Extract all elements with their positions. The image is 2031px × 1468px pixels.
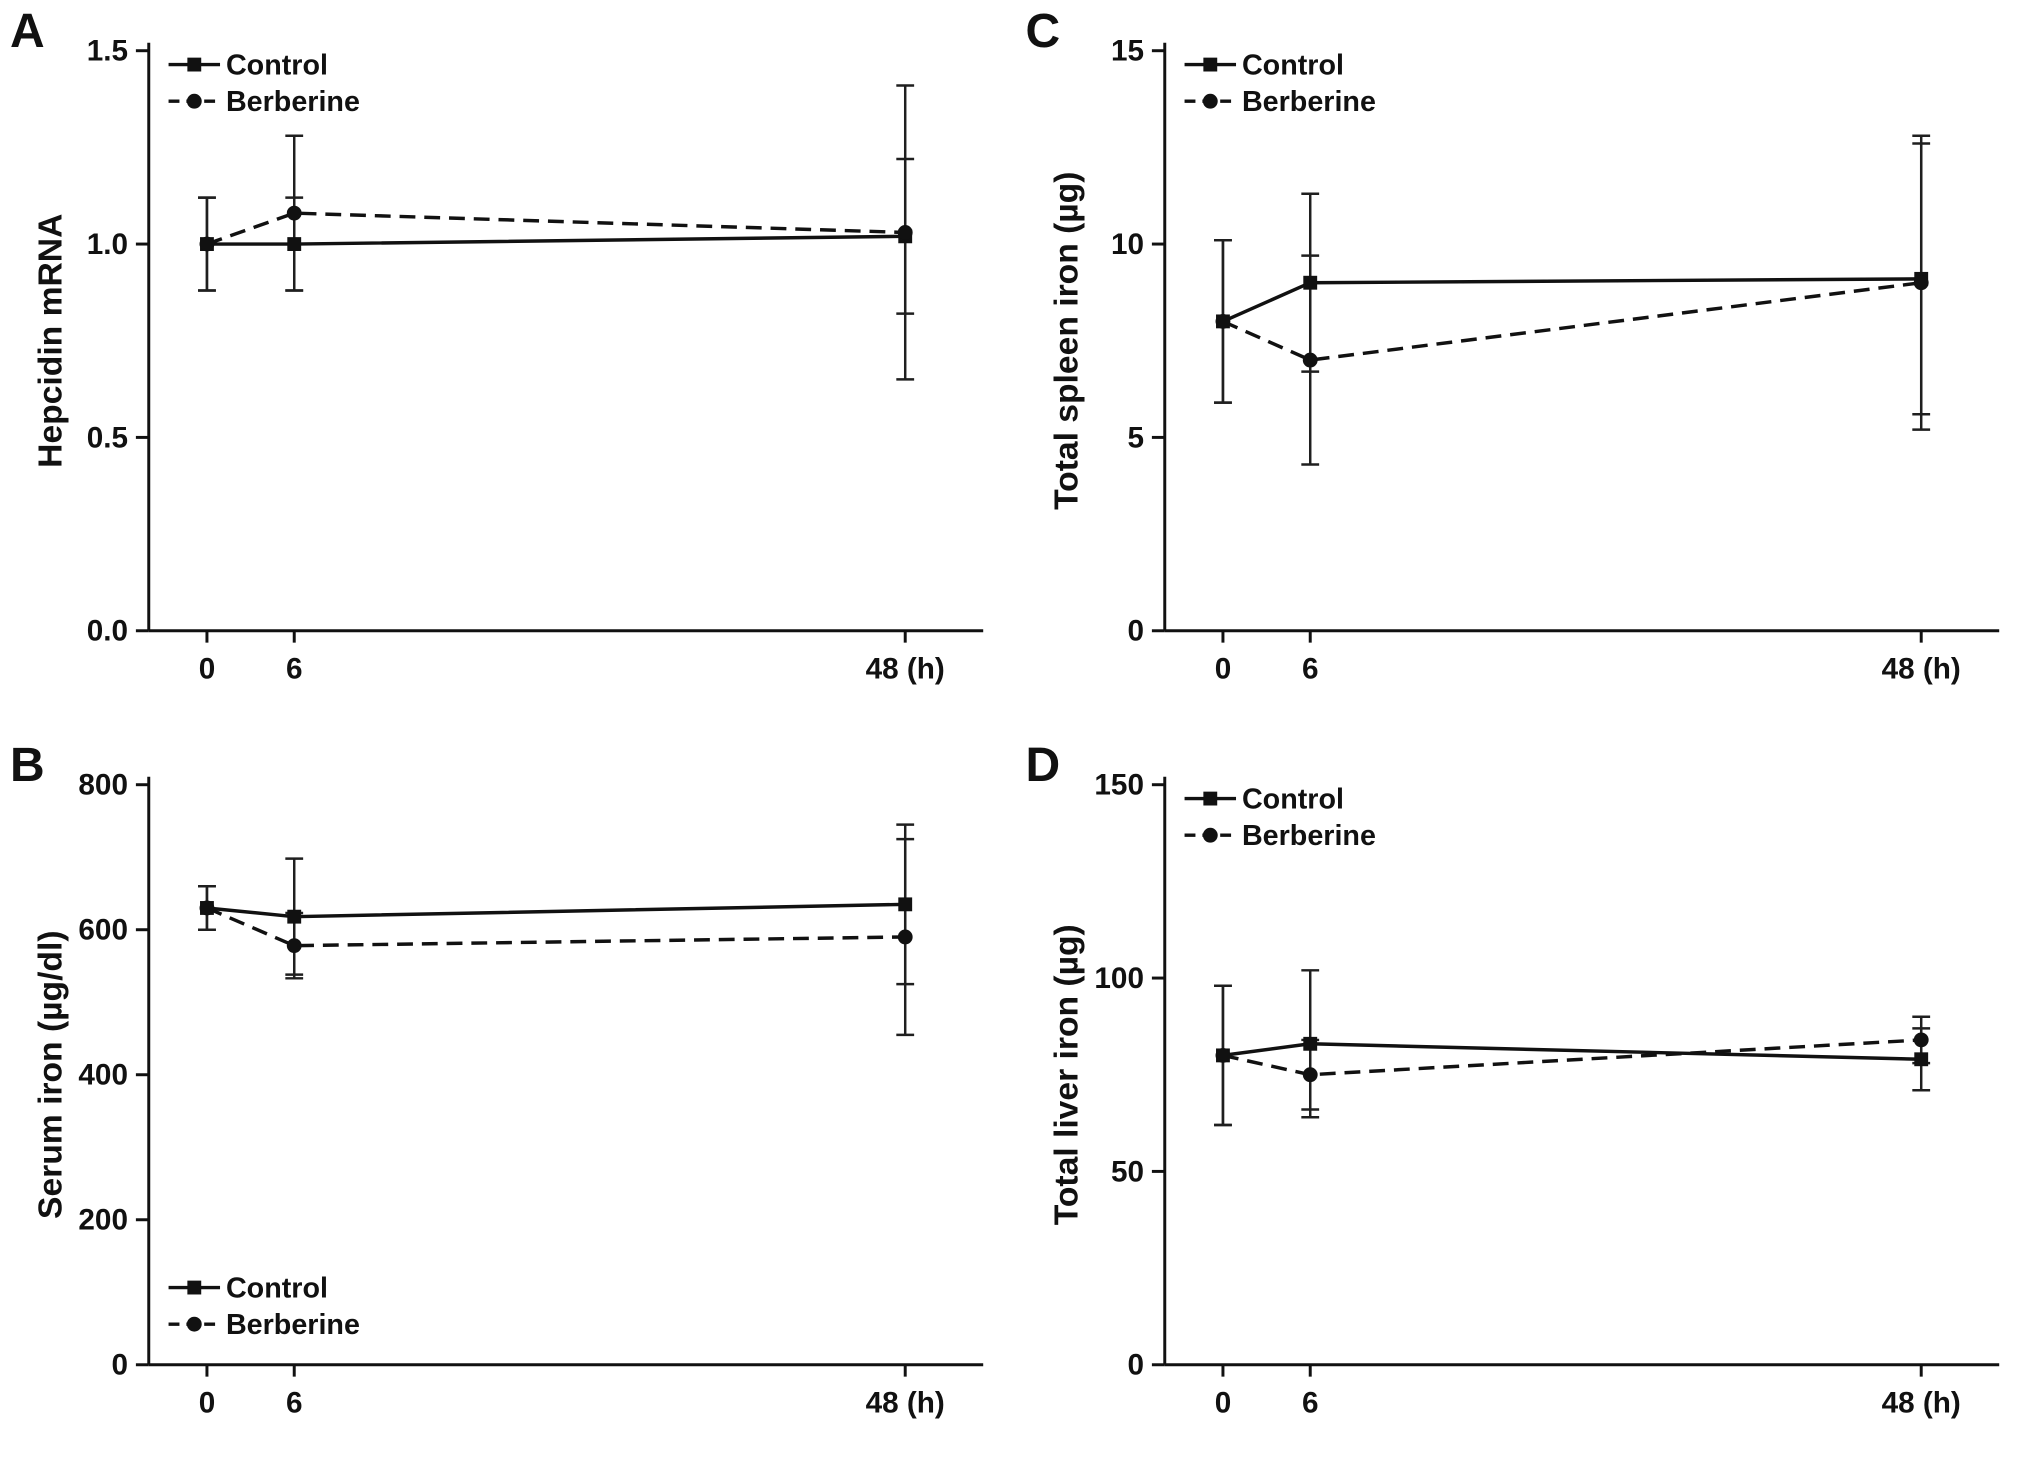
x-tick-label: 48 (h) bbox=[1881, 1386, 1960, 1419]
data-point-berberine bbox=[199, 236, 215, 252]
x-tick-label: 6 bbox=[1301, 652, 1318, 685]
x-tick-label: 0 bbox=[1214, 1386, 1231, 1419]
x-tick-label: 6 bbox=[286, 652, 303, 685]
chart-total-liver-iron: 0 50 100 150 0 6 48 (h) Total liver iron (µg) Co… bbox=[1048, 769, 1999, 1419]
legend-marker-control bbox=[187, 57, 202, 72]
y-tick-label: 1.0 bbox=[87, 228, 128, 261]
y-tick-label: 0 bbox=[111, 1349, 128, 1382]
legend-label-berberine: Berberine bbox=[226, 86, 360, 118]
data-point-berberine bbox=[1302, 352, 1318, 368]
legend-label-berberine: Berberine bbox=[226, 1309, 360, 1341]
series-line-control bbox=[206, 902, 906, 919]
data-point-berberine bbox=[897, 225, 913, 240]
x-tick-label: 0 bbox=[199, 1386, 216, 1419]
legend-marker-control bbox=[1202, 791, 1217, 806]
legend-label-berberine: Berberine bbox=[1241, 820, 1375, 852]
y-tick-label: 100 bbox=[1094, 962, 1144, 995]
y-tick-label: 0 bbox=[1127, 615, 1144, 648]
chart-hepcidin-mrna: 0.0 0.5 1.0 1.5 0 6 48 (h) Hepcidin mRNA Control… bbox=[33, 35, 984, 685]
y-tick-label: 0 bbox=[1127, 1349, 1144, 1382]
chart-total-spleen-iron: 0 5 10 15 0 6 48 (h) Total spleen iron (µg) Cont… bbox=[1048, 35, 1999, 685]
data-point-berberine bbox=[199, 900, 215, 916]
x-tick-label: 48 (h) bbox=[866, 1386, 945, 1419]
x-tick-label: 0 bbox=[199, 652, 216, 685]
y-tick-label: 200 bbox=[78, 1204, 128, 1237]
data-point-berberine bbox=[1302, 1067, 1318, 1083]
y-tick-label: 600 bbox=[78, 914, 128, 947]
legend-label-berberine: Berberine bbox=[1241, 86, 1375, 118]
legend-marker-berberine bbox=[186, 1316, 202, 1332]
legend-label-control: Control bbox=[1241, 49, 1343, 81]
data-point-berberine bbox=[1215, 313, 1230, 329]
y-tick-label: 0.5 bbox=[87, 421, 128, 454]
legend-marker-berberine bbox=[1202, 827, 1218, 843]
data-point-berberine bbox=[286, 938, 302, 954]
data-point-control bbox=[287, 237, 302, 251]
y-tick-label: 800 bbox=[78, 769, 128, 802]
panel-label-d: D bbox=[1025, 739, 1061, 792]
y-tick-label: 150 bbox=[1094, 769, 1144, 802]
y-axis-title: Total liver iron (µg) bbox=[1048, 924, 1085, 1225]
data-point-control bbox=[898, 897, 913, 912]
legend-marker-control bbox=[1202, 57, 1217, 72]
y-tick-label: 400 bbox=[78, 1059, 128, 1092]
x-tick-label: 0 bbox=[1214, 652, 1231, 685]
panel-a: A 0.0 0.5 1.0 1.5 0 6 48 (h) Hepcidin mRNA Contr… bbox=[0, 0, 1016, 734]
data-point-control bbox=[1913, 1052, 1928, 1067]
chart-serum-iron: 0 200 400 600 800 0 6 48 (h) Serum iron (µg/dl) C… bbox=[33, 769, 984, 1419]
y-tick-label: 15 bbox=[1110, 35, 1143, 68]
panel-c: C 0 5 10 15 0 6 48 (h) Total spleen iron (µg) Co… bbox=[1016, 0, 2031, 734]
panel-label-a: A bbox=[10, 5, 45, 58]
panel-b: B 0 200 400 600 800 0 6 48 (h) Serum iron (µg/dl… bbox=[0, 734, 1016, 1468]
legend-marker-berberine bbox=[186, 93, 202, 109]
series-line-berberine bbox=[1221, 281, 1921, 362]
panel-label-c: C bbox=[1025, 5, 1061, 58]
data-point-berberine bbox=[286, 205, 302, 221]
data-point-berberine bbox=[1913, 1032, 1929, 1048]
series-line-control bbox=[206, 234, 906, 246]
y-tick-label: 5 bbox=[1127, 421, 1144, 454]
panel-label-b: B bbox=[10, 739, 45, 792]
x-tick-label: 48 (h) bbox=[866, 652, 945, 685]
y-axis-title: Hepcidin mRNA bbox=[33, 214, 70, 468]
y-tick-label: 0.0 bbox=[87, 615, 128, 648]
data-point-control bbox=[287, 909, 302, 924]
x-tick-label: 6 bbox=[1301, 1386, 1318, 1419]
legend-label-control: Control bbox=[226, 1272, 328, 1304]
data-point-control bbox=[1302, 1036, 1317, 1051]
data-point-berberine bbox=[1913, 275, 1929, 291]
data-point-berberine bbox=[1215, 1047, 1230, 1063]
y-tick-label: 50 bbox=[1110, 1155, 1143, 1188]
y-tick-label: 1.5 bbox=[87, 35, 128, 68]
y-tick-label: 10 bbox=[1110, 228, 1143, 261]
legend-label-control: Control bbox=[226, 49, 328, 81]
y-axis-title: Total spleen iron (µg) bbox=[1048, 172, 1085, 510]
series-line-berberine bbox=[206, 906, 906, 948]
data-point-control bbox=[1302, 275, 1317, 290]
legend-marker-berberine bbox=[1202, 93, 1218, 109]
x-tick-label: 6 bbox=[286, 1386, 303, 1419]
data-point-berberine bbox=[897, 929, 913, 945]
legend-marker-control bbox=[187, 1280, 202, 1295]
x-tick-label: 48 (h) bbox=[1881, 652, 1960, 685]
series-line-berberine bbox=[206, 211, 906, 246]
y-axis-title: Serum iron (µg/dl) bbox=[33, 930, 70, 1219]
series-line-control bbox=[1221, 277, 1921, 323]
panel-d: D 0 50 100 150 0 6 48 (h) Total liver iron (µg)… bbox=[1016, 734, 2031, 1468]
legend-label-control: Control bbox=[1241, 783, 1343, 815]
